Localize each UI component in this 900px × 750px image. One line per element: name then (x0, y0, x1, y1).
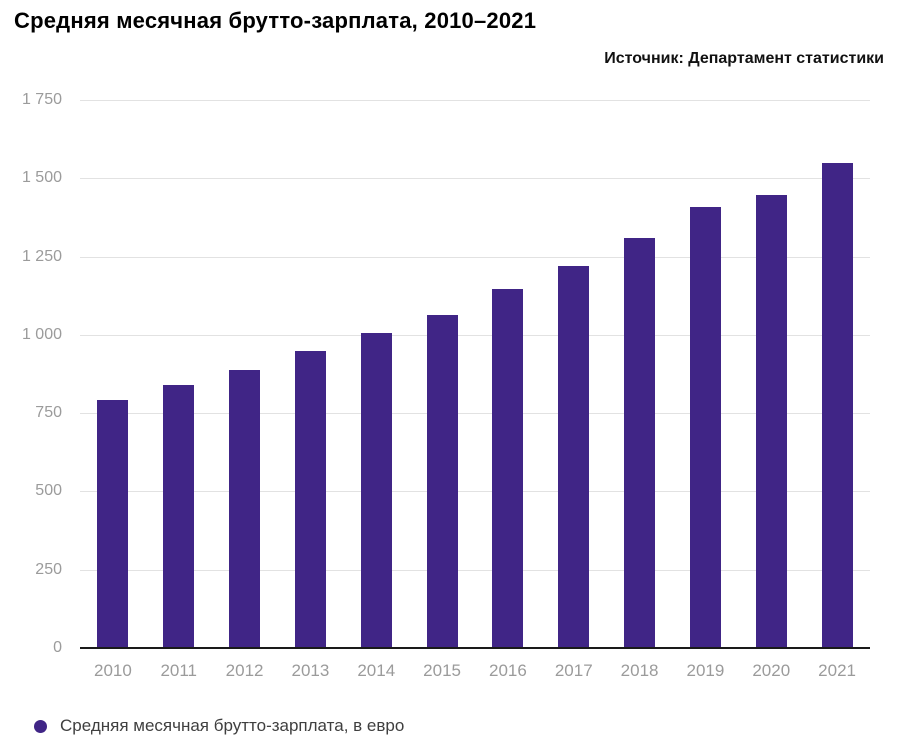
y-tick-label-1250: 1 250 (21, 247, 62, 265)
y-tick-label-1750: 1 750 (21, 91, 62, 108)
y-tick-label-1500: 1 500 (21, 169, 62, 187)
x-tick-label-2014: 2014 (357, 661, 396, 680)
y-tick-label-750: 750 (35, 404, 62, 422)
bar-2013[interactable] (294, 350, 326, 648)
bar-2018[interactable] (624, 237, 656, 648)
bar-2020[interactable] (755, 194, 787, 648)
x-tick-label-2016: 2016 (489, 661, 527, 680)
y-tick-label-250: 250 (35, 560, 62, 578)
bar-2015[interactable] (426, 314, 458, 648)
gridline-750 (80, 413, 870, 415)
gridline-500 (80, 491, 870, 493)
x-tick-label-2020: 2020 (752, 661, 791, 680)
bar-2014[interactable] (360, 333, 392, 648)
gridline-1750 (80, 100, 870, 101)
x-tick-label-2011: 2011 (160, 661, 198, 680)
x-tick-label-2018: 2018 (620, 661, 659, 680)
bar-2010[interactable] (97, 399, 129, 648)
x-tick-label-2019: 2019 (686, 661, 725, 680)
legend-label: Средняя месячная брутто-зарплата, в евро (60, 716, 405, 735)
x-tick-label-2017: 2017 (554, 661, 593, 680)
gridline-1250 (80, 256, 870, 258)
x-tick-label-2015: 2015 (423, 661, 461, 680)
y-tick-label-0: 0 (53, 639, 62, 656)
x-tick-label-2010: 2010 (94, 661, 132, 680)
bar-2021[interactable] (821, 163, 853, 648)
bar-2017[interactable] (558, 265, 590, 648)
gridline-1500 (80, 178, 870, 180)
x-tick-label-2013: 2013 (291, 661, 330, 680)
bar-2016[interactable] (492, 289, 524, 648)
gridline-1000 (80, 334, 870, 336)
legend: Средняя месячная брутто-зарплата, в евро (34, 716, 404, 736)
legend-marker-icon (34, 719, 47, 733)
gridline-250 (80, 569, 870, 571)
x-tick-label-2012: 2012 (225, 661, 264, 680)
source-note: Источник: Департамент статистики (604, 50, 884, 67)
chart-title: Средняя месячная брутто-зарплата, 2010–2… (14, 8, 537, 33)
bar-2012[interactable] (229, 370, 261, 648)
bar-2011[interactable] (163, 385, 195, 648)
bar-2019[interactable] (689, 207, 721, 648)
y-tick-label-1000: 1 000 (21, 325, 62, 343)
x-tick-label-2021: 2021 (818, 661, 856, 680)
x-axis-line (80, 647, 870, 649)
y-tick-label-500: 500 (35, 482, 62, 500)
